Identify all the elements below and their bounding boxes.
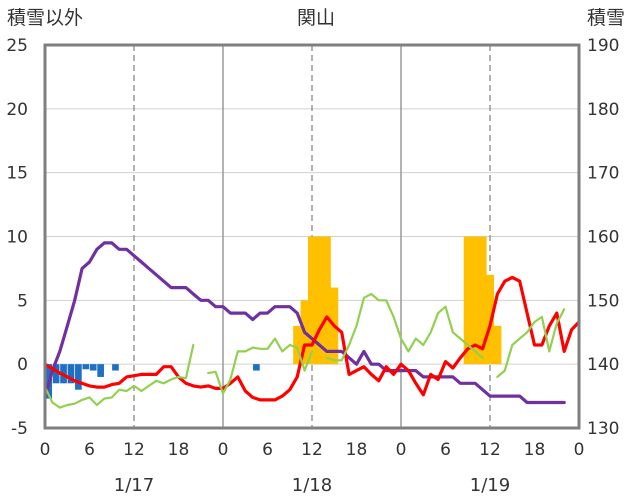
snowfall-bar bbox=[463, 236, 472, 365]
right-tick-label: 130 bbox=[587, 419, 619, 439]
left-tick-label: 5 bbox=[17, 291, 28, 311]
snowfall-bar bbox=[293, 325, 302, 365]
precip-bar bbox=[52, 364, 60, 384]
x-tick-label: 0 bbox=[40, 440, 51, 460]
right-tick-label: 160 bbox=[587, 228, 619, 248]
x-tick-label: 6 bbox=[84, 440, 95, 460]
snowfall-bar bbox=[471, 236, 480, 365]
plot-frame bbox=[43, 43, 581, 430]
right-axis-title: 積雪 bbox=[587, 7, 625, 29]
precip-bar bbox=[112, 364, 119, 371]
x-tick-label: 18 bbox=[168, 440, 190, 460]
x-tick-label: 6 bbox=[262, 440, 273, 460]
wind-line bbox=[207, 337, 314, 395]
right-tick-label: 190 bbox=[587, 36, 619, 56]
right-tick-label: 180 bbox=[587, 100, 619, 120]
date-label: 1/17 bbox=[114, 475, 154, 496]
left-tick-label: 25 bbox=[6, 36, 28, 56]
left-tick-label: 0 bbox=[17, 355, 28, 375]
snowfall-bar bbox=[478, 236, 487, 365]
x-tick-label: 12 bbox=[123, 440, 145, 460]
precip-bar bbox=[97, 364, 104, 377]
chart-title: 関山 bbox=[297, 7, 335, 29]
right-tick-label: 170 bbox=[587, 164, 619, 184]
left-tick-label: 15 bbox=[6, 164, 28, 184]
date-label: 1/19 bbox=[470, 475, 510, 496]
temperature-line bbox=[43, 275, 581, 402]
right-tick-label: 140 bbox=[587, 355, 619, 375]
left-axis-title: 積雪以外 bbox=[7, 7, 83, 29]
precip-bar bbox=[75, 364, 82, 390]
snowfall-bar bbox=[322, 236, 331, 365]
x-tick-label: 12 bbox=[301, 440, 323, 460]
wind-line bbox=[325, 292, 484, 362]
precip-bar bbox=[82, 364, 90, 370]
x-tick-label: 0 bbox=[574, 440, 585, 460]
snowfall-bar bbox=[315, 236, 324, 365]
x-tick-label: 0 bbox=[218, 440, 229, 460]
precip-bar bbox=[253, 364, 260, 371]
wind-line bbox=[496, 308, 566, 378]
date-label: 1/18 bbox=[292, 475, 332, 496]
x-tick-label: 18 bbox=[346, 440, 368, 460]
left-tick-label: -5 bbox=[11, 419, 28, 439]
left-tick-label: 10 bbox=[6, 228, 28, 248]
x-tick-label: 6 bbox=[440, 440, 451, 460]
snowfall-bar bbox=[493, 325, 502, 365]
left-tick-label: 20 bbox=[6, 100, 28, 120]
x-tick-label: 12 bbox=[479, 440, 501, 460]
wind-line bbox=[43, 343, 195, 409]
snowfall-bar bbox=[307, 236, 317, 365]
line-layer bbox=[43, 241, 581, 409]
precip-bar bbox=[89, 364, 97, 371]
snow_depth-line bbox=[43, 241, 566, 405]
x-tick-label: 18 bbox=[524, 440, 546, 460]
precip-bar bbox=[67, 364, 75, 384]
right-tick-label: 150 bbox=[587, 291, 619, 311]
x-tick-label: 0 bbox=[396, 440, 407, 460]
